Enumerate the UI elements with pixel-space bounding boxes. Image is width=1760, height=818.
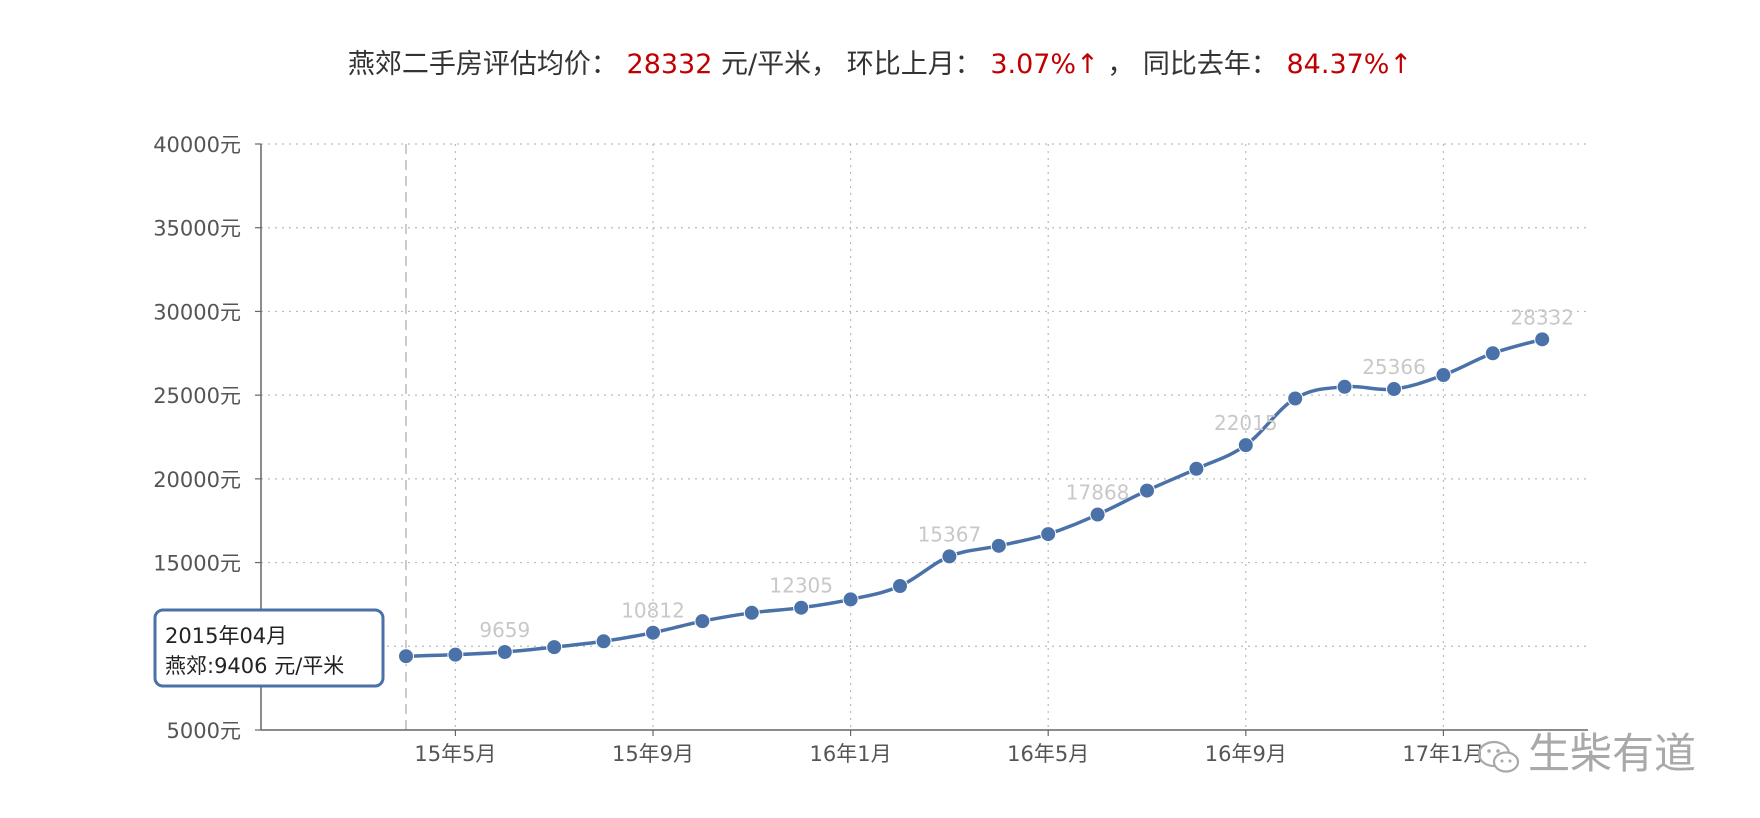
data-point bbox=[1386, 381, 1402, 398]
y-tick-label: 5000元 bbox=[167, 719, 241, 743]
data-label: 9659 bbox=[479, 618, 530, 642]
y-tick-label: 30000元 bbox=[153, 300, 241, 324]
header-yoy-value: 84.37%↑ bbox=[1286, 49, 1413, 80]
data-point bbox=[793, 599, 810, 616]
header-prefix: 燕郊二手房评估均价： bbox=[347, 49, 618, 80]
header-sep: ， bbox=[1107, 49, 1135, 80]
data-point bbox=[941, 548, 958, 565]
header-yoy-label: 同比去年： bbox=[1142, 49, 1278, 80]
series-line bbox=[405, 337, 1543, 658]
data-point bbox=[1139, 482, 1155, 499]
x-tick-label: 17年1月 bbox=[1402, 742, 1484, 766]
y-tick-label: 25000元 bbox=[153, 384, 241, 408]
data-point bbox=[645, 624, 661, 641]
data-point bbox=[892, 578, 908, 595]
header-price: 28332 bbox=[626, 49, 713, 80]
tooltip-box bbox=[153, 608, 385, 688]
data-point bbox=[496, 643, 513, 660]
data-point bbox=[694, 613, 711, 630]
y-tick-label: 35000元 bbox=[153, 217, 241, 241]
data-point bbox=[990, 537, 1007, 554]
data-point bbox=[1188, 460, 1205, 477]
data-point bbox=[1089, 506, 1106, 523]
chart-header: 燕郊二手房评估均价： 28332 元/平米， 环比上月： 3.07%↑ ， 同比… bbox=[0, 42, 1760, 81]
data-point bbox=[1040, 526, 1057, 543]
series-layer bbox=[398, 331, 1551, 665]
header-mom-value: 3.07%↑ bbox=[990, 49, 1099, 80]
y-tick-label: 40000元 bbox=[153, 133, 241, 157]
data-labels: 9659 10812 12305 15367 17868 22015 25366 28332 bbox=[479, 305, 1574, 642]
data-label: 17868 bbox=[1066, 481, 1130, 505]
data-label: 22015 bbox=[1214, 411, 1278, 435]
header-unit: 元/平米， bbox=[721, 49, 839, 80]
watermark: 生柴有道 bbox=[1476, 720, 1696, 781]
data-label: 25366 bbox=[1362, 355, 1426, 379]
data-label: 10812 bbox=[621, 599, 685, 623]
data-point bbox=[842, 591, 859, 608]
header-mom-label: 环比上月： bbox=[846, 49, 982, 80]
x-tick-label: 15年9月 bbox=[612, 742, 694, 766]
x-tick-label: 16年9月 bbox=[1205, 742, 1287, 766]
data-point bbox=[546, 639, 563, 656]
data-label: 28332 bbox=[1510, 305, 1574, 329]
data-point bbox=[1287, 390, 1304, 407]
tooltip-value: 燕郊:9406 元/平米 bbox=[165, 654, 344, 678]
data-point bbox=[595, 633, 612, 650]
y-tick-label: 20000元 bbox=[153, 468, 241, 492]
data-point bbox=[1336, 378, 1353, 395]
grid bbox=[261, 143, 1588, 730]
x-tick-label: 16年1月 bbox=[810, 742, 892, 766]
data-point bbox=[743, 604, 760, 621]
y-tick-label: 15000元 bbox=[153, 552, 241, 576]
wechat-icon bbox=[1477, 740, 1520, 773]
data-point bbox=[1534, 331, 1551, 348]
axes: 5000元 15000元 20000元 25000元 30000元 35000元 40000… bbox=[153, 133, 1588, 766]
data-point bbox=[1237, 437, 1254, 454]
data-point bbox=[1435, 367, 1452, 384]
data-point bbox=[398, 648, 414, 665]
data-label: 12305 bbox=[769, 574, 833, 598]
x-tick-label: 16年5月 bbox=[1007, 742, 1089, 766]
data-point bbox=[1484, 345, 1501, 362]
data-label: 15367 bbox=[918, 522, 982, 546]
watermark-text: 生柴有道 bbox=[1528, 729, 1697, 778]
data-point bbox=[447, 646, 464, 663]
x-tick-label: 15年5月 bbox=[414, 742, 496, 766]
tooltip-date: 2015年04月 bbox=[165, 624, 287, 648]
